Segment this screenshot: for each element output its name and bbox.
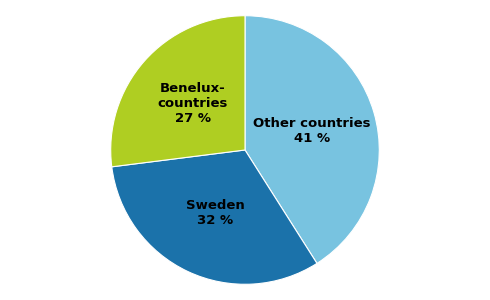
Wedge shape [111,16,245,167]
Wedge shape [112,150,317,284]
Wedge shape [245,16,379,263]
Text: Other countries
41 %: Other countries 41 % [253,116,371,145]
Text: Sweden
32 %: Sweden 32 % [186,199,245,227]
Text: Benelux-
countries
27 %: Benelux- countries 27 % [157,82,228,125]
